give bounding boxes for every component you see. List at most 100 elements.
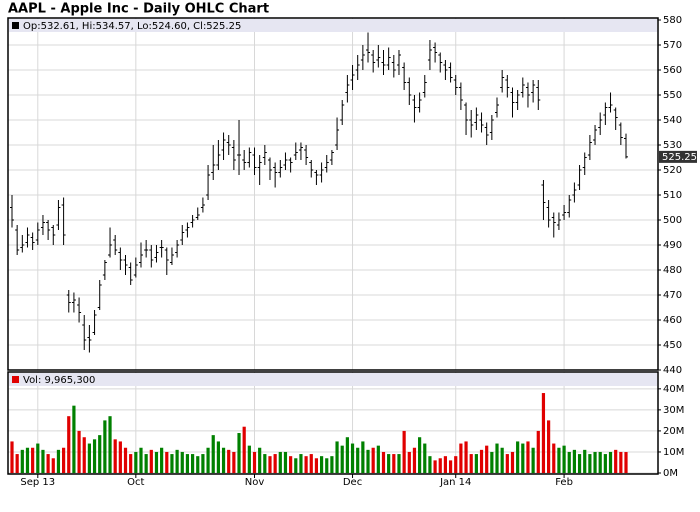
y-tick-label: 490 xyxy=(663,240,682,251)
volume-bar xyxy=(87,443,91,473)
volume-bar xyxy=(562,445,566,473)
y-tick-label: 520 xyxy=(663,165,682,176)
volume-bar xyxy=(206,447,210,473)
volume-bar xyxy=(82,437,86,473)
volume-bar xyxy=(299,454,303,473)
volume-bar xyxy=(123,447,128,473)
volume-bar xyxy=(139,447,143,473)
volume-bar xyxy=(98,435,102,473)
x-tick-label: Dec xyxy=(343,477,362,488)
volume-bar xyxy=(454,456,458,473)
volume-bar xyxy=(593,451,597,473)
volume-bar xyxy=(61,447,66,473)
y-tick-label: 10M xyxy=(663,447,684,458)
volume-bar xyxy=(490,451,494,473)
y-tick-label: 530 xyxy=(663,140,682,151)
volume-bar xyxy=(314,458,319,473)
volume-bar xyxy=(72,405,76,473)
panel-header: Vol: 9,965,300 xyxy=(23,375,95,386)
volume-bar xyxy=(516,441,520,473)
volume-bar xyxy=(588,454,592,473)
volume-bar xyxy=(25,447,30,473)
volume-bar xyxy=(474,454,478,473)
volume-bar xyxy=(583,449,587,473)
volume-bar xyxy=(77,430,81,473)
volume-bar xyxy=(505,454,509,473)
volume-bar xyxy=(443,456,448,473)
volume-bar xyxy=(469,454,473,473)
volume-bar xyxy=(428,456,432,473)
volume-bar xyxy=(412,447,417,473)
volume-bar xyxy=(165,451,169,473)
y-tick-label: 550 xyxy=(663,90,682,101)
volume-bar xyxy=(51,458,55,473)
volume-bar xyxy=(619,451,623,473)
volume-bar xyxy=(536,430,540,473)
volume-bar xyxy=(392,454,396,473)
volume-bar xyxy=(309,454,313,473)
volume-bar xyxy=(356,447,360,473)
volume-bar xyxy=(448,460,453,473)
volume-bar xyxy=(242,426,246,473)
volume-bar xyxy=(15,454,19,473)
volume-bar xyxy=(366,449,370,473)
volume-bar xyxy=(196,456,200,473)
volume-bar xyxy=(41,449,45,473)
volume-bar xyxy=(289,456,293,473)
volume-bar xyxy=(485,445,489,473)
volume-bar xyxy=(36,443,40,473)
volume-bar xyxy=(552,443,556,473)
volume-bar xyxy=(603,454,607,473)
panel-header: Op:532.61, Hi:534.57, Lo:524.60, Cl:525.… xyxy=(23,21,241,32)
volume-bar xyxy=(598,451,602,473)
volume-bar xyxy=(113,439,117,473)
volume-bar xyxy=(330,456,334,473)
volume-bar xyxy=(31,447,35,473)
panel-frame xyxy=(7,17,659,371)
volume-bar xyxy=(221,447,226,473)
volume-bar xyxy=(258,447,262,473)
volume-bar xyxy=(345,437,349,473)
volume-bar xyxy=(10,441,14,473)
volume-bar xyxy=(190,454,195,473)
volume-bar xyxy=(294,458,298,473)
volume-bar xyxy=(67,416,71,473)
y-tick-label: 450 xyxy=(663,340,682,351)
x-tick-label: Nov xyxy=(245,477,265,488)
volume-bar xyxy=(531,447,535,473)
volume-bar xyxy=(371,447,375,473)
volume-bar xyxy=(510,451,515,473)
y-tick-label: 510 xyxy=(663,190,682,201)
x-tick-label: Feb xyxy=(555,477,573,488)
last-price-box xyxy=(659,150,697,163)
panel-frame xyxy=(7,371,659,475)
volume-bar xyxy=(237,433,241,473)
y-tick-label: 540 xyxy=(663,115,682,126)
volume-bar xyxy=(211,435,215,473)
volume-bar xyxy=(46,454,50,473)
volume-bar xyxy=(608,451,613,473)
volume-bar xyxy=(381,451,386,473)
volume-bar xyxy=(92,439,97,473)
volume-bar xyxy=(170,454,174,473)
header-marker xyxy=(12,22,19,29)
volume-bar xyxy=(175,449,179,473)
volume-bar xyxy=(273,454,277,473)
volume-bar xyxy=(361,441,365,473)
x-tick-label: Sep 13 xyxy=(20,477,55,488)
volume-bar xyxy=(319,456,324,473)
x-tick-label: Jan 14 xyxy=(439,477,471,488)
volume-bar xyxy=(283,451,288,473)
volume-bar xyxy=(418,437,422,473)
volume-bar xyxy=(268,456,272,473)
y-tick-label: 440 xyxy=(663,365,682,376)
volume-bar xyxy=(227,449,231,473)
panel-background xyxy=(8,18,658,370)
volume-bar xyxy=(56,449,61,473)
volume-bar xyxy=(340,445,344,473)
volume-bar xyxy=(500,447,504,473)
x-tick-label: Oct xyxy=(127,477,144,488)
last-price-label: 525.25 xyxy=(662,152,697,163)
volume-bar xyxy=(433,460,437,473)
